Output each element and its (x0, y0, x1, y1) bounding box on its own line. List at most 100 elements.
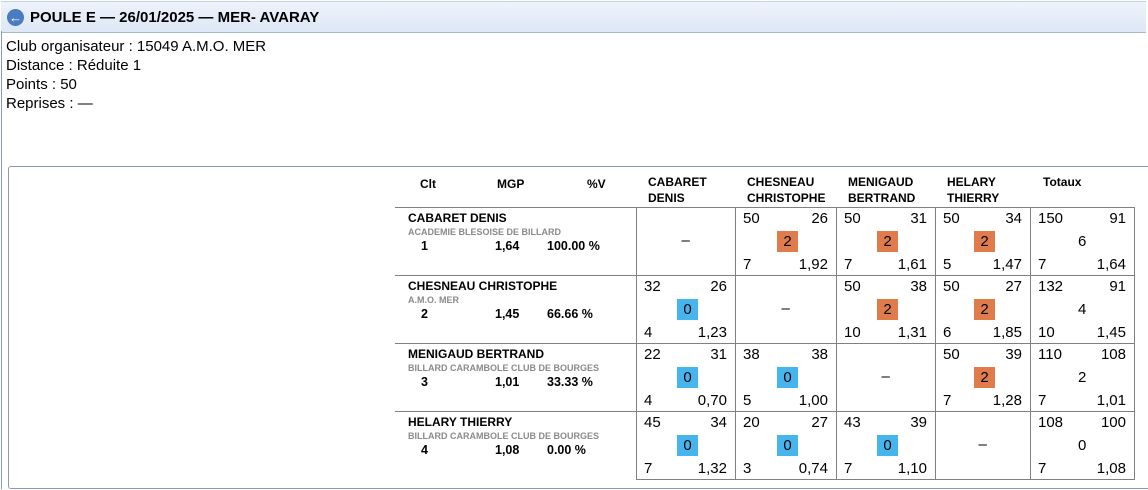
loss-badge: 0 (677, 367, 698, 388)
match-points-total: 6 (1078, 233, 1087, 250)
loss-badge: 0 (877, 435, 898, 456)
player-info: HELARY THIERRY BILLARD CARAMBOLE CLUB DE … (395, 411, 636, 479)
empty-match: – (681, 232, 690, 249)
points-conceded: 34 (710, 414, 727, 431)
match-points-total: 2 (1078, 369, 1087, 386)
average: 1,31 (897, 324, 927, 341)
header-totals: Totaux (1043, 175, 1082, 189)
innings-count: 7 (1038, 392, 1047, 409)
totals-cell: 150 91 6 7 1,64 (1030, 207, 1135, 276)
match-cell: 32 26 0 4 1,23 (636, 275, 736, 344)
points-conceded: 38 (910, 278, 927, 295)
points-conceded: 26 (710, 278, 727, 295)
player-mgp: 1,64 (495, 239, 520, 253)
header-opponent-line1: CABARET (648, 175, 707, 189)
points-conceded: 108 (1100, 346, 1126, 363)
loss-badge: 0 (677, 435, 698, 456)
points-scored: 132 (1038, 278, 1064, 295)
player-pct-wins: 66.66 % (547, 307, 593, 321)
competition-info: Club organisateur : 15049 A.M.O. MER Dis… (6, 37, 266, 113)
header-opponent-line1: MENIGAUD (848, 175, 914, 189)
header-opponent-line2: DENIS (648, 191, 685, 205)
win-badge: 2 (974, 367, 995, 388)
points-conceded: 38 (811, 346, 828, 363)
frame-border (1, 31, 2, 489)
back-arrow-icon[interactable]: ← (7, 9, 24, 26)
player-mgp: 1,01 (495, 375, 520, 389)
empty-match: – (881, 368, 890, 385)
win-badge: 2 (974, 299, 995, 320)
match-cell: 20 27 0 3 0,74 (735, 411, 837, 480)
player-mgp: 1,08 (495, 443, 520, 457)
loss-badge: 0 (677, 299, 698, 320)
points-scored: 45 (644, 414, 661, 431)
points-scored: 110 (1038, 346, 1062, 363)
organizer-club: Club organisateur : 15049 A.M.O. MER (6, 38, 267, 55)
average: 1,45 (1096, 324, 1126, 341)
average: 1,10 (897, 460, 927, 477)
player-name: CHESNEAU CHRISTOPHE (408, 279, 558, 293)
points-scored: 22 (644, 346, 661, 363)
average: 1,28 (992, 392, 1022, 409)
header-mgp: MGP (497, 177, 525, 191)
header-opponent: MENIGAUD BERTRAND (848, 174, 915, 206)
match-cell: – (735, 275, 837, 344)
player-name: HELARY THIERRY (408, 415, 513, 429)
win-badge: 2 (777, 231, 798, 252)
player-pct-wins: 100.00 % (547, 239, 600, 253)
points-conceded: 31 (910, 210, 927, 227)
player-rank: 4 (421, 443, 428, 457)
player-club: BILLARD CARAMBOLE CLUB DE BOURGES (408, 363, 599, 373)
innings-count: 7 (743, 256, 752, 273)
header-opponent: HELARY THIERRY (947, 174, 999, 206)
player-info: MENIGAUD BERTRAND BILLARD CARAMBOLE CLUB … (395, 343, 636, 411)
player-info: CABARET DENIS ACADEMIE BLESOISE DE BILLAR… (395, 207, 636, 275)
points-scored: 150 (1038, 210, 1064, 227)
points-scored: 32 (644, 278, 661, 295)
points-conceded: 34 (1005, 210, 1022, 227)
totals-cell: 108 100 0 7 1,08 (1030, 411, 1135, 480)
average: 1,92 (798, 256, 828, 273)
player-pct-wins: 0.00 % (547, 443, 586, 457)
player-rank: 1 (421, 239, 428, 253)
average: 1,08 (1096, 460, 1126, 477)
player-club: BILLARD CARAMBOLE CLUB DE BOURGES (408, 431, 599, 441)
points-scored: 20 (743, 414, 760, 431)
empty-match: – (978, 436, 987, 453)
player-rank: 3 (421, 375, 428, 389)
match-cell: 50 34 2 5 1,47 (935, 207, 1031, 276)
header-opponent-line2: BERTRAND (848, 191, 916, 205)
distance: Distance : Réduite 1 (6, 57, 142, 74)
points: Points : 50 (6, 76, 77, 93)
innings-count: 7 (644, 460, 653, 477)
win-badge: 2 (877, 299, 898, 320)
empty-match: – (781, 300, 790, 317)
points-scored: 50 (844, 210, 861, 227)
points-scored: 43 (844, 414, 861, 431)
match-cell: 50 31 2 7 1,61 (836, 207, 936, 276)
average: 1,32 (697, 460, 727, 477)
points-scored: 50 (844, 278, 861, 295)
player-mgp: 1,45 (495, 307, 520, 321)
match-points-total: 0 (1078, 437, 1087, 454)
header-opponent-line2: THIERRY (947, 191, 1000, 205)
page-title: POULE E — 26/01/2025 — MER- AVARAY (30, 9, 320, 26)
match-cell: 43 39 0 7 1,10 (836, 411, 936, 480)
header-clt: Clt (420, 177, 436, 191)
header-opponent: CHESNEAU CHRISTOPHE (747, 174, 825, 206)
points-scored: 108 (1038, 414, 1064, 431)
player-club: ACADEMIE BLESOISE DE BILLARD (408, 227, 562, 237)
player-name: CABARET DENIS (408, 211, 507, 225)
average: 1,01 (1096, 392, 1126, 409)
match-cell: 22 31 0 4 0,70 (636, 343, 736, 412)
match-cell: – (636, 207, 736, 276)
innings-count: 3 (743, 460, 752, 477)
header-opponent-line2: CHRISTOPHE (747, 191, 826, 205)
innings-count: 4 (644, 324, 653, 341)
header-pct-wins: %V (587, 177, 606, 191)
average: 1,23 (697, 324, 727, 341)
header-opponent: CABARET DENIS (648, 174, 707, 206)
player-rank: 2 (421, 307, 428, 321)
points-conceded: 31 (710, 346, 727, 363)
loss-badge: 0 (777, 367, 798, 388)
